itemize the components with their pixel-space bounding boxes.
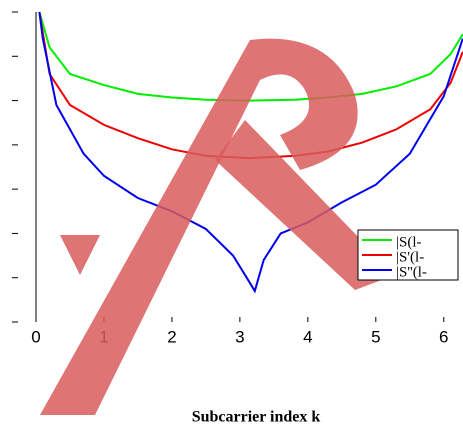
x-tick-label: 5 — [371, 327, 380, 346]
watermark — [40, 38, 358, 416]
legend: |S(l-|S'(l-|S''(l- — [357, 229, 459, 281]
series-line — [38, 11, 463, 294]
x-tick-label: 4 — [303, 327, 312, 346]
x-axis-label: Subcarrier index k — [192, 409, 321, 426]
legend-label: |S'(l- — [396, 249, 424, 265]
x-tick-label: 2 — [167, 327, 176, 346]
x-tick-label: 6 — [439, 327, 448, 346]
watermark — [60, 120, 395, 290]
x-tick-label: 0 — [31, 327, 40, 346]
legend-label: |S''(l- — [396, 264, 427, 280]
legend-label: |S(l- — [396, 234, 422, 250]
x-tick-label: 3 — [235, 327, 244, 346]
